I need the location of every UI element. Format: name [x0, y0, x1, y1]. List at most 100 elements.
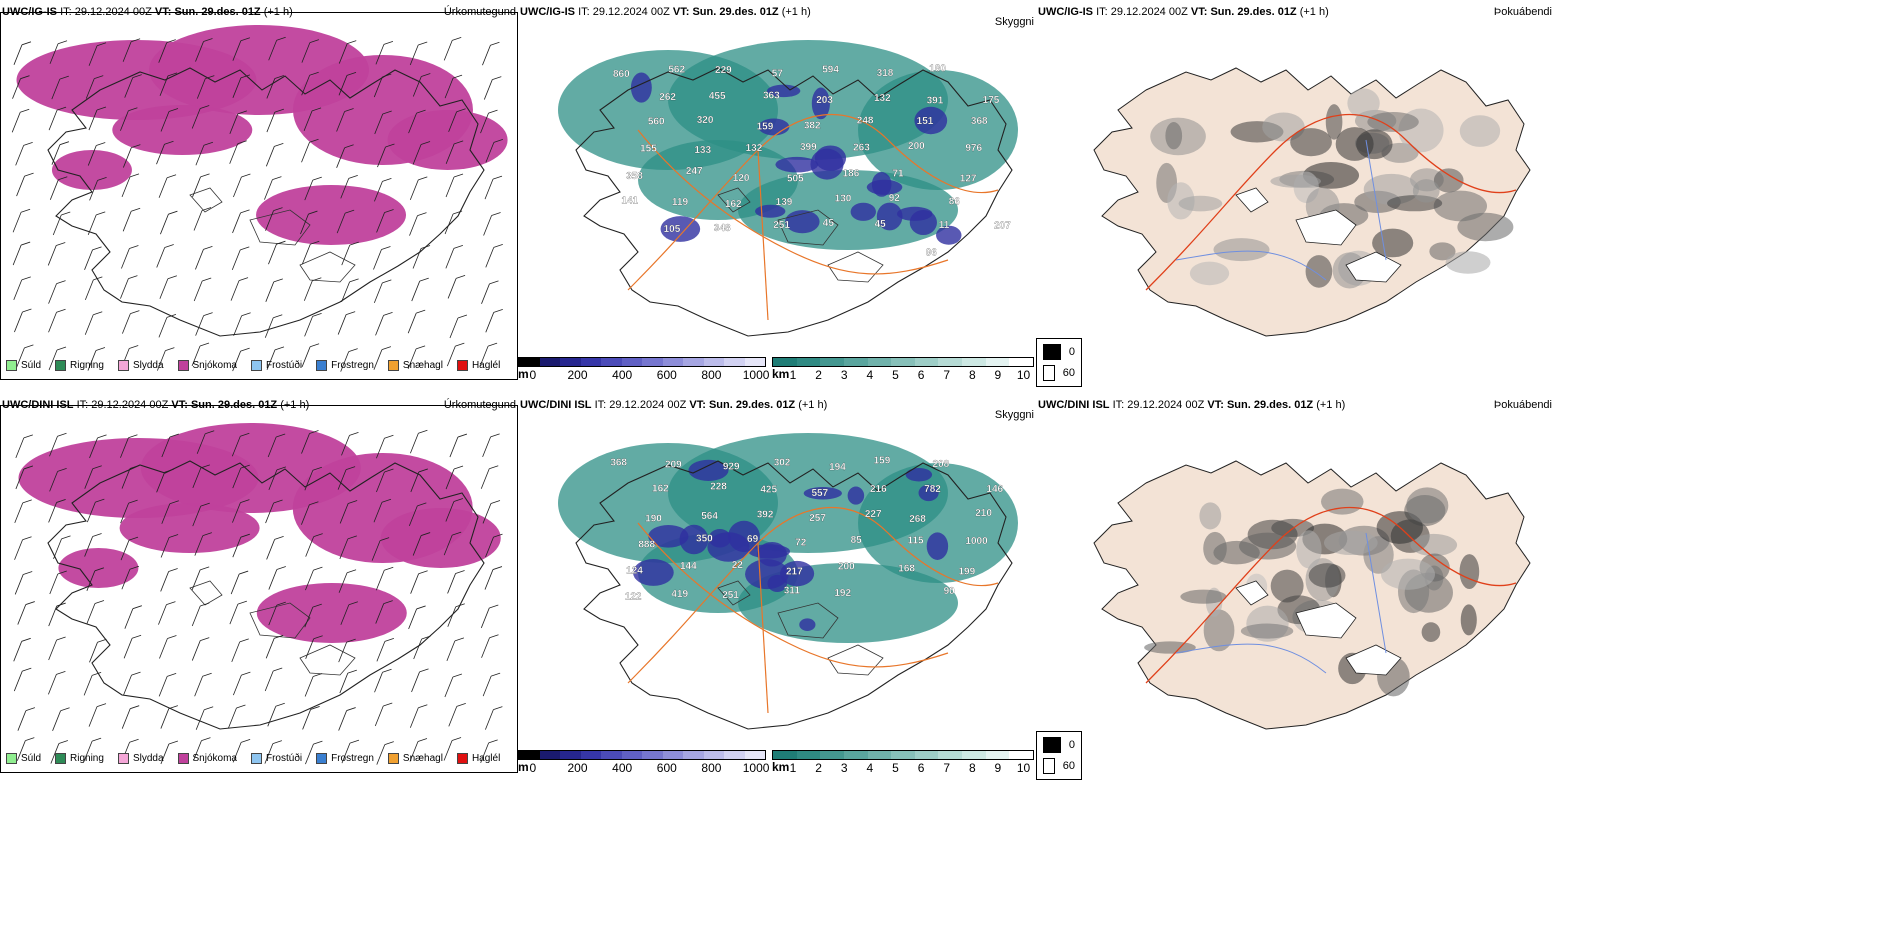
cloudbase-label: 564	[701, 511, 718, 522]
panel-header: UWC/DINI ISL IT: 29.12.2024 00Z VT: Sun.…	[1038, 399, 1346, 411]
cloudbase-label: 162	[652, 484, 669, 495]
fog-swatch	[1043, 365, 1055, 381]
fog-patch	[1347, 88, 1380, 119]
cloudbase-label: 425	[760, 485, 777, 496]
iceland-outline	[47, 67, 485, 337]
cloudbase-label: 320	[697, 115, 714, 126]
cloudbase-label: 203	[816, 95, 833, 106]
low-cloud-area	[847, 486, 865, 505]
cloudbase-label: 180	[929, 64, 946, 75]
fog-field	[1093, 67, 1531, 337]
visibility-colorbar: km 1 2 3 4 5 6 7 8 9 10	[772, 357, 1034, 382]
cloudbase-label: 268	[909, 514, 926, 525]
fog-patch	[1144, 641, 1196, 654]
cloudbase-label: 888	[638, 539, 655, 550]
legend-item-rigning: Rigning	[55, 360, 104, 371]
legend-item-snjókoma: Snjókoma	[177, 360, 237, 371]
low-cloud-area	[766, 84, 801, 98]
cloudbase-label: 311	[784, 586, 801, 597]
colorbar-tick: 3	[840, 368, 848, 382]
fog-patch	[1296, 530, 1322, 569]
rivers	[1175, 139, 1387, 281]
low-cloud-area	[755, 204, 786, 218]
cloudbase-label: 45	[875, 219, 887, 230]
low-cloud-area	[918, 484, 939, 502]
low-cloud-area	[914, 106, 948, 135]
cloudbase-label: 141	[621, 195, 638, 206]
legend-swatch	[456, 360, 468, 371]
cloudbase-label: 159	[757, 121, 774, 132]
low-cloud-area	[648, 524, 689, 548]
panel-header: UWC/IG-IS IT: 29.12.2024 00Z VT: Sun. 29…	[520, 6, 811, 18]
cloudbase-label: 929	[723, 462, 740, 473]
valid-time: Sun. 29.des. 01Z	[174, 6, 261, 18]
cloudbase-label: 562	[668, 65, 685, 76]
cloudbase-label: 132	[874, 93, 891, 104]
cloudbase-label: 186	[843, 169, 860, 180]
cloudbase-label: 105	[664, 224, 681, 235]
map-frame	[0, 405, 518, 773]
colorbar-tick: 5	[892, 368, 899, 382]
fog-patch	[1189, 261, 1230, 286]
cloudbase-label: 69	[747, 534, 759, 545]
lead-time: (+1 h)	[280, 399, 310, 411]
map-frame	[0, 12, 518, 380]
low-cloud-area	[905, 467, 933, 482]
low-cloud-area	[811, 87, 830, 120]
colorbar-tick: 2	[815, 761, 822, 775]
valid-time: Sun. 29.des. 01Z	[190, 399, 278, 411]
visibility-colorbar: km 1 2 3 4 5 6 7 8 9 10	[772, 750, 1034, 775]
cloudbase-label: 139	[776, 197, 793, 208]
fog-patch	[1412, 179, 1440, 203]
cloudbase-visibility-panel-bottom: 368 209 929 302 194 159 208 146 162 228 425 557 216 7…	[518, 393, 1038, 773]
legend-item-frostregn: Frostregn	[316, 360, 374, 371]
cloudbase-label: 90	[944, 586, 956, 597]
visibility-map: 860 562 229 57 594 318 180 175 262 455 363 203 132 39…	[558, 40, 1018, 337]
fog-patch	[1433, 168, 1464, 193]
colorbar-tick: 4	[866, 368, 874, 382]
cloudbase-label: 399	[800, 142, 817, 153]
colorbar-tick: 8	[968, 368, 976, 382]
cloudbase-label: 92	[889, 193, 901, 204]
fog-patch	[1381, 558, 1435, 590]
low-cloud-area	[780, 560, 815, 587]
low-cloud-area	[909, 209, 937, 236]
fog-legend-row: 0	[1043, 344, 1075, 360]
low-cloud-area	[679, 524, 709, 555]
cloudbase-label: 560	[648, 117, 665, 128]
cloudbase-label: 162	[725, 199, 742, 210]
cloudbase-label: 72	[795, 538, 807, 549]
panel-title: Þokuábendi	[1493, 6, 1552, 18]
cloudbase-label: 382	[804, 120, 821, 131]
cloudbase-label: 155	[640, 143, 657, 154]
panel-title: Þokuábendi	[1493, 399, 1552, 411]
colorbar-tick: 0	[529, 368, 537, 382]
snow-area	[58, 548, 139, 588]
cloudbase-label: 133	[694, 145, 711, 156]
cloudbase-label: 358	[626, 171, 643, 182]
colorbar-tick: 10	[1016, 368, 1031, 382]
legend-item-rigning: Rigning	[55, 753, 104, 764]
cloudbase-label: 262	[659, 92, 676, 103]
cloudbase-label: 207	[994, 220, 1011, 231]
model-name: UWC/IG-IS	[2, 6, 57, 18]
cloudbase-label: 120	[733, 173, 750, 184]
cloudbase-label: 86	[949, 196, 961, 207]
panel-header: UWC/IG-IS IT: 29.12.2024 00Z VT: Sun. 29…	[2, 6, 293, 18]
colorbar-tick: 600	[656, 368, 677, 382]
low-cloud-area	[799, 618, 816, 631]
fog-patch	[1240, 623, 1294, 639]
low-cloud-area	[630, 72, 652, 103]
cloudbase-label: 257	[809, 513, 826, 524]
fog-swatch	[1043, 737, 1061, 753]
fog-patch	[1421, 622, 1441, 642]
legend-item-snæhagl: Snæhagl	[387, 360, 443, 371]
glacier	[1345, 251, 1402, 283]
legend-swatch	[177, 360, 189, 371]
low-cloud-area	[810, 148, 844, 180]
panel-title: Úrkomutegund	[443, 6, 516, 18]
fog-patch	[1270, 569, 1304, 603]
colorbar-tick: 9	[994, 368, 1002, 382]
snow-area	[256, 583, 407, 643]
cloudbase-label: 96	[926, 248, 938, 259]
